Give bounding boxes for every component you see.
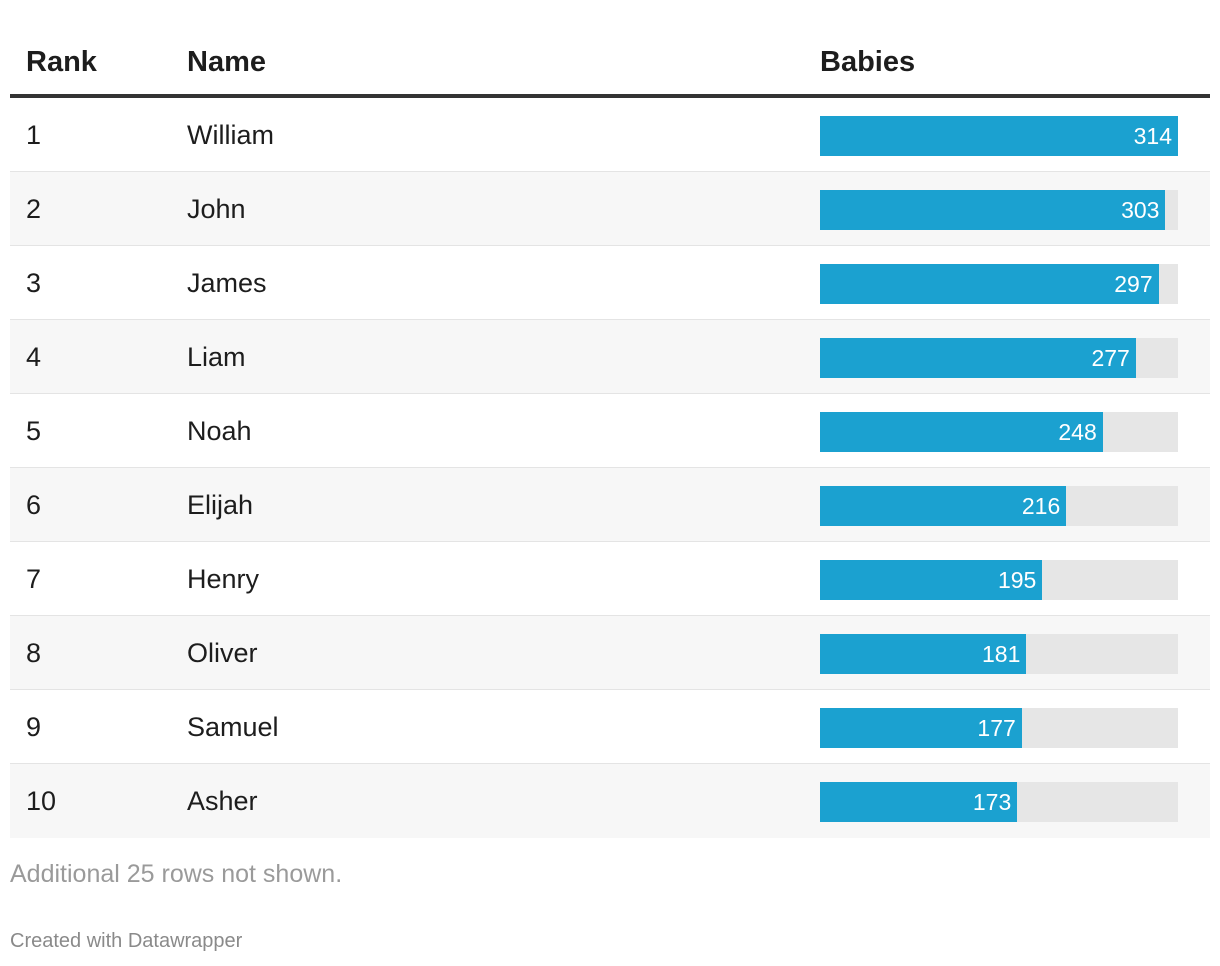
name-cell: Samuel (187, 712, 279, 742)
table-row: 8 Oliver 181 (10, 616, 1210, 690)
rank-cell: 7 (26, 564, 42, 594)
table-body: 1 William 314 2 John 303 3 James 297 4 Liam 277 5 Noa… (10, 98, 1210, 838)
table-row: 5 Noah 248 (10, 394, 1210, 468)
bar-value-label: 181 (981, 641, 1021, 667)
rank-cell: 1 (26, 120, 42, 150)
bar-value-label: 177 (977, 715, 1016, 741)
bar-value-label: 216 (1021, 493, 1061, 519)
name-cell: Liam (187, 342, 246, 372)
bar-track: 303 (820, 190, 1178, 230)
bar-value-label: 314 (1133, 123, 1172, 149)
table-row: 7 Henry 195 (10, 542, 1210, 616)
bar-track: 314 (820, 116, 1178, 156)
header-babies[interactable]: Babies (820, 46, 916, 78)
bar: 177 (820, 708, 1022, 748)
bar-track: 181 (820, 634, 1178, 674)
name-cell: Asher (187, 786, 258, 816)
rank-cell: 4 (26, 342, 42, 372)
bar-track: 216 (820, 486, 1178, 526)
bar-value-label: 173 (972, 789, 1012, 815)
bar: 277 (820, 338, 1136, 378)
bar-track: 195 (820, 560, 1178, 600)
bar: 297 (820, 264, 1159, 304)
name-cell: James (187, 268, 267, 298)
rank-cell: 8 (26, 638, 42, 668)
name-cell: Elijah (187, 490, 254, 520)
bar-value-label: 303 (1121, 197, 1160, 223)
rank-cell: 10 (26, 786, 57, 816)
table-row: 4 Liam 277 (10, 320, 1210, 394)
name-cell: Oliver (187, 638, 258, 668)
name-cell: William (187, 120, 274, 150)
table-row: 1 William 314 (10, 98, 1210, 172)
bar-track: 277 (820, 338, 1178, 378)
bar: 195 (820, 560, 1043, 600)
rank-cell: 6 (26, 490, 42, 520)
bar: 303 (820, 190, 1166, 230)
rank-cell: 5 (26, 416, 42, 446)
names-table: Rank Name Babies 1 William 314 2 John 303 3 Jam… (10, 28, 1210, 838)
bar-track: 177 (820, 708, 1178, 748)
bar-track: 173 (820, 782, 1178, 822)
bar: 173 (820, 782, 1018, 822)
table-row: 2 John 303 (10, 172, 1210, 246)
bar: 216 (820, 486, 1067, 526)
rows-not-shown-note: Additional 25 rows not shown. (10, 860, 343, 888)
name-cell: Noah (187, 416, 252, 446)
bar-value-label: 277 (1091, 345, 1130, 371)
bar: 248 (820, 412, 1103, 452)
table-row: 10 Asher 173 (10, 764, 1210, 838)
bar-value-label: 195 (997, 567, 1037, 593)
table-header: Rank Name Babies (10, 28, 1210, 98)
credit-text: Created with Datawrapper (10, 930, 243, 952)
rank-cell: 3 (26, 268, 42, 298)
table-row: 3 James 297 (10, 246, 1210, 320)
name-cell: Henry (187, 564, 260, 594)
bar-value-label: 297 (1114, 271, 1153, 297)
table-row: 6 Elijah 216 (10, 468, 1210, 542)
bar: 314 (820, 116, 1178, 156)
rank-cell: 2 (26, 194, 42, 224)
header-name[interactable]: Name (187, 46, 266, 78)
bar-track: 297 (820, 264, 1178, 304)
rank-cell: 9 (26, 712, 42, 742)
bar-track: 248 (820, 412, 1178, 452)
header-rank[interactable]: Rank (26, 46, 97, 78)
name-cell: John (187, 194, 246, 224)
bar: 181 (820, 634, 1027, 674)
table-row: 9 Samuel 177 (10, 690, 1210, 764)
bar-value-label: 248 (1058, 419, 1097, 445)
